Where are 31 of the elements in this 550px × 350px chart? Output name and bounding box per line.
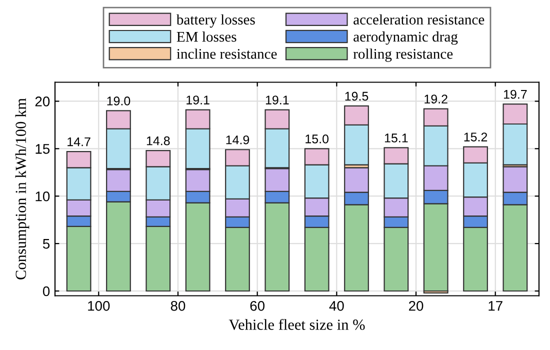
- total-label: 14.7: [68, 137, 90, 146]
- y-tick-label: 5: [42, 239, 50, 249]
- y-tick-label: 0: [42, 286, 50, 296]
- total-label: 19.1: [266, 96, 289, 104]
- total-label: 19.1: [186, 96, 210, 104]
- legend-label: aerodynamic drag: [354, 31, 458, 45]
- total-label: 15.2: [464, 132, 488, 142]
- y-axis-title: Consumption in kWh/100 km: [15, 98, 30, 280]
- y-tick-label: 20: [35, 96, 50, 106]
- x-tick-label: 20: [408, 300, 424, 311]
- x-tick-label: 60: [250, 300, 265, 311]
- legend-label: battery losses: [176, 14, 255, 28]
- x-tick-label: 17: [488, 301, 502, 311]
- legend-label: rolling resistance: [353, 48, 453, 62]
- x-tick-label: 100: [88, 300, 110, 311]
- x-tick-label: 40: [329, 300, 344, 311]
- x-tick-label: 80: [170, 300, 186, 311]
- y-tick-label: 15: [36, 144, 50, 154]
- legend-label: acceleration resistance: [354, 14, 484, 25]
- total-label: 14.8: [146, 136, 170, 146]
- total-label: 19.0: [107, 96, 130, 106]
- x-axis-title: Vehicle fleet size in %: [228, 318, 365, 330]
- legend-label: EM losses: [176, 31, 236, 42]
- total-label: 19.2: [424, 94, 448, 104]
- total-label: 14.9: [226, 135, 250, 144]
- y-tick-label: 10: [36, 191, 50, 202]
- total-label: 19.5: [345, 92, 368, 101]
- total-label: 19.7: [504, 90, 527, 99]
- total-label: 15.0: [306, 134, 329, 144]
- total-label: 15.1: [384, 134, 408, 142]
- legend-label: incline resistance: [176, 48, 277, 59]
